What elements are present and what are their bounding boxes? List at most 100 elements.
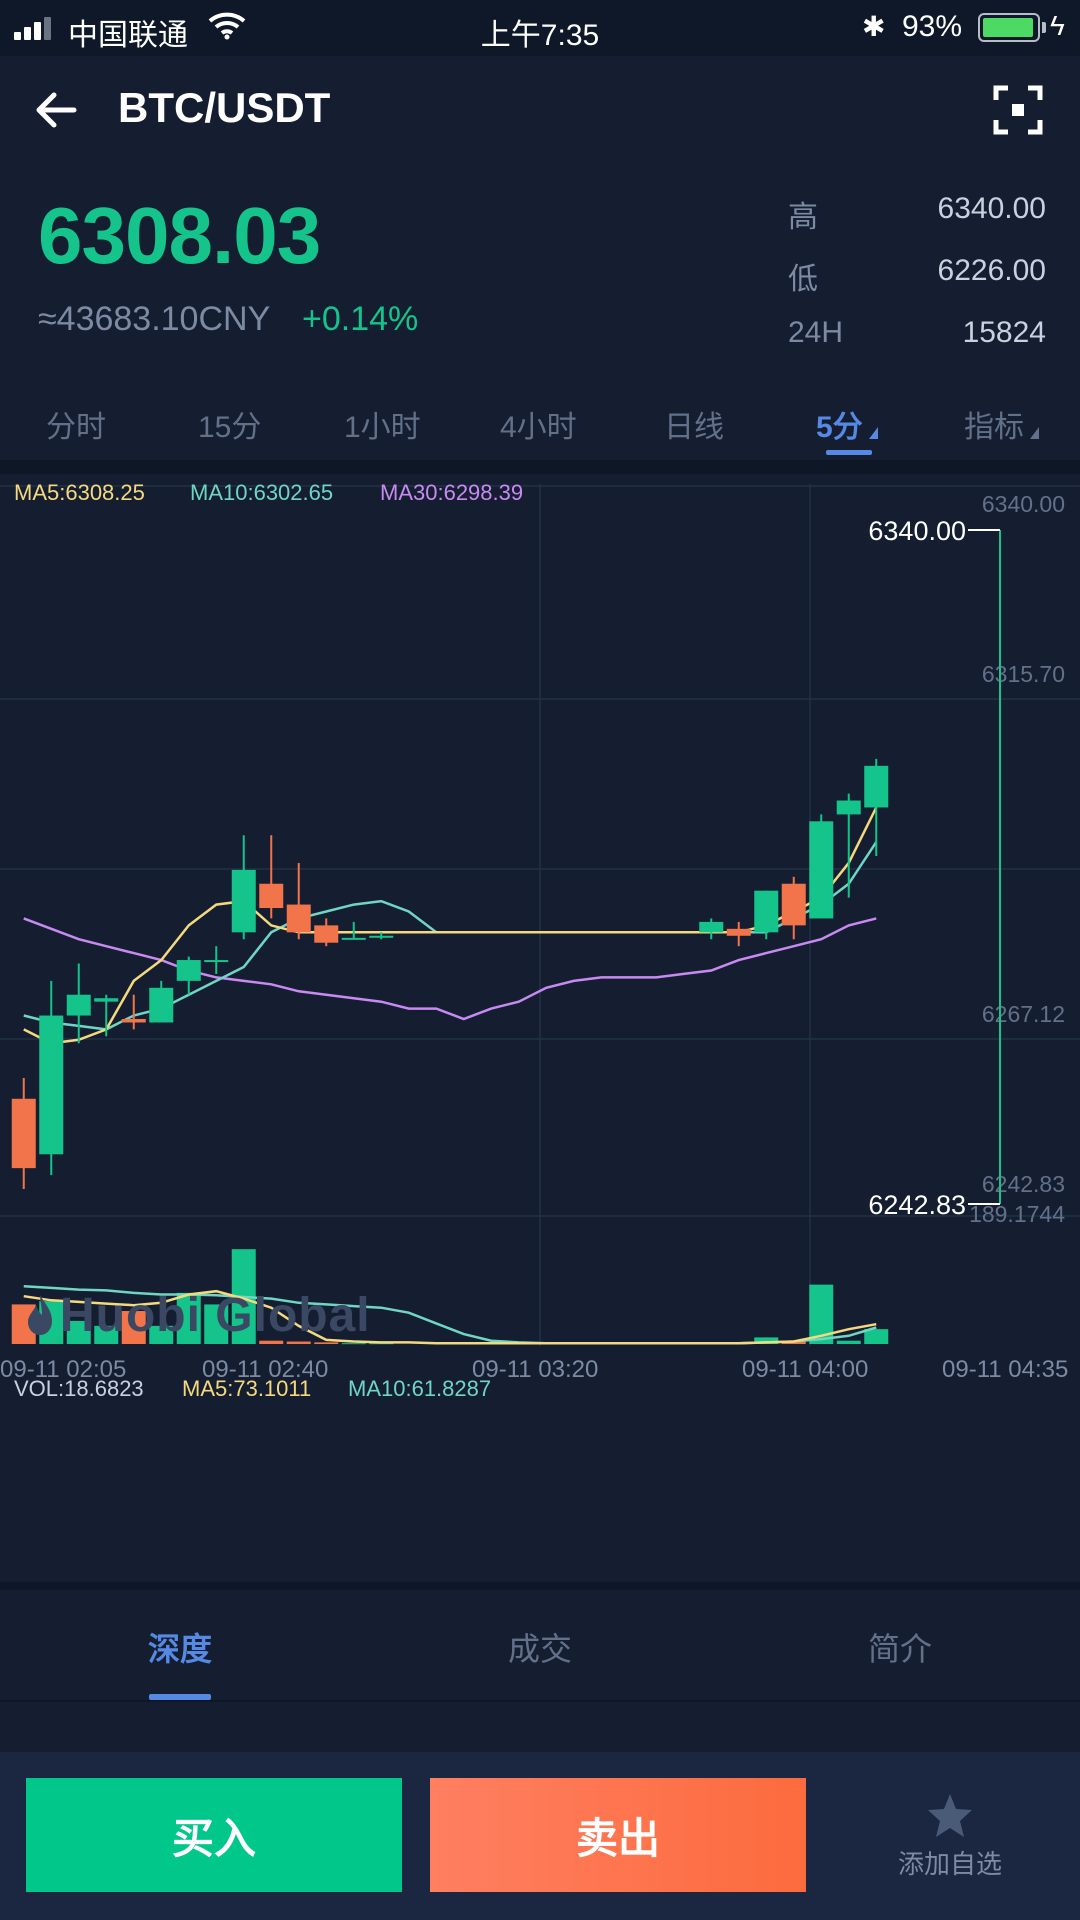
max-price-marker: 6340.00 bbox=[868, 516, 966, 546]
candle-body bbox=[149, 987, 174, 1023]
huobi-flame-icon bbox=[28, 1295, 52, 1335]
arrow-left-icon[interactable] bbox=[30, 80, 90, 140]
tab-label: 简介 bbox=[867, 1631, 932, 1667]
tab-label: 5分 bbox=[816, 411, 863, 444]
add-favorite-label: 添加自选 bbox=[897, 1849, 1002, 1879]
tab-depth[interactable]: 深度 bbox=[80, 1624, 280, 1670]
candle-body bbox=[39, 1015, 64, 1155]
legend-vol-ma5: MA5:73.1011 bbox=[182, 1376, 312, 1401]
volume-bar bbox=[259, 1340, 284, 1344]
x-time-label: 09-11 02:40 bbox=[202, 1356, 328, 1383]
tab-label: 分时 bbox=[46, 411, 106, 444]
x-time-label: 09-11 03:20 bbox=[472, 1356, 598, 1383]
kline-chart[interactable]: 6340.00 6315.70 6267.12 6242.83 189.1744 634… bbox=[0, 474, 1080, 1582]
candle-body bbox=[754, 890, 779, 933]
tab-1hour[interactable]: 1小时 bbox=[344, 402, 421, 446]
candle-body bbox=[94, 998, 119, 1002]
battery-icon bbox=[978, 13, 1040, 42]
dropdown-triangle-icon bbox=[1030, 427, 1039, 439]
candle-body bbox=[286, 904, 311, 933]
tab-daily[interactable]: 日线 bbox=[664, 402, 724, 446]
battery-cap bbox=[1042, 22, 1046, 33]
active-tab-indicator bbox=[826, 450, 872, 455]
legend-vol-ma10: MA10:61.8287 bbox=[348, 1376, 492, 1401]
stat-high-value: 6340.00 bbox=[937, 192, 1046, 225]
battery-percent: 93% bbox=[902, 10, 963, 43]
bluetooth-icon: ✱ bbox=[862, 11, 886, 42]
volume-bar bbox=[94, 1325, 119, 1344]
tab-label: 4小时 bbox=[500, 411, 577, 444]
watermark-text: Huobi Global bbox=[60, 1289, 371, 1342]
candle-body bbox=[809, 821, 834, 919]
volume-bar bbox=[66, 1320, 91, 1344]
x-time-label: 09-11 04:35 bbox=[942, 1356, 1068, 1383]
pair-title: BTC/USDT bbox=[118, 84, 331, 131]
tab-4hour[interactable]: 4小时 bbox=[500, 402, 577, 446]
volume-axis-label: 189.1744 bbox=[969, 1201, 1065, 1227]
signal-icon bbox=[14, 16, 64, 40]
add-favorite-button[interactable]: 添加自选 bbox=[870, 1792, 1030, 1892]
tab-15min[interactable]: 15分 bbox=[198, 402, 261, 446]
candle-body bbox=[369, 935, 394, 938]
tab-label: 成交 bbox=[507, 1631, 572, 1667]
last-price: 6308.03 bbox=[38, 191, 321, 280]
carrier-name: 中国联通 bbox=[68, 19, 188, 52]
kline-chart-svg[interactable]: 6340.00 6315.70 6267.12 6242.83 189.1744 634… bbox=[0, 474, 1080, 1582]
buy-button[interactable]: 买入 bbox=[26, 1778, 402, 1892]
tab-label: 日线 bbox=[664, 411, 724, 444]
y-tick-label: 6242.83 bbox=[982, 1171, 1065, 1197]
candle-body bbox=[121, 1019, 146, 1023]
volume-bar bbox=[341, 1343, 366, 1345]
candle-body bbox=[836, 800, 861, 815]
watermark: Huobi Global bbox=[26, 1288, 371, 1343]
status-bar: 中国联通 上午7:35 ✱ 93% ϟ bbox=[0, 0, 1080, 56]
sell-button[interactable]: 卖出 bbox=[430, 1778, 806, 1892]
legend-ma5: MA5:6308.25 bbox=[14, 480, 145, 505]
candle-body bbox=[259, 883, 284, 909]
volume-bar bbox=[121, 1311, 146, 1344]
divider bbox=[0, 460, 1080, 474]
price-cny: ≈43683.10CNY bbox=[38, 300, 271, 338]
active-tab-indicator bbox=[149, 1694, 211, 1700]
candle-body bbox=[699, 921, 724, 933]
x-time-label: 09-11 04:00 bbox=[742, 1356, 868, 1383]
legend-vol: VOL:18.6823 bbox=[14, 1376, 144, 1401]
divider bbox=[0, 1582, 1080, 1590]
tab-5min[interactable]: 5分 bbox=[816, 402, 878, 446]
wifi-icon bbox=[208, 12, 246, 40]
candle-body bbox=[231, 869, 256, 933]
ma30-line bbox=[23, 917, 877, 1021]
candle-body bbox=[314, 925, 339, 943]
volume-bar bbox=[176, 1292, 201, 1344]
y-tick-label: 6340.00 bbox=[982, 491, 1065, 517]
tab-indicators[interactable]: 指标 bbox=[964, 402, 1039, 446]
divider bbox=[0, 1700, 1080, 1702]
tab-label: 15分 bbox=[198, 411, 262, 444]
stat-low-label: 低 bbox=[788, 263, 818, 296]
y-tick-label: 6315.70 bbox=[982, 661, 1065, 687]
tab-intro[interactable]: 简介 bbox=[800, 1624, 1000, 1670]
volume-bar bbox=[314, 1342, 339, 1344]
candle-body bbox=[204, 960, 229, 963]
tab-label: 深度 bbox=[147, 1631, 212, 1667]
volume-bar bbox=[369, 1343, 394, 1345]
tab-label: 1小时 bbox=[344, 411, 421, 444]
dropdown-triangle-icon bbox=[868, 427, 878, 439]
tab-time-share[interactable]: 分时 bbox=[46, 402, 106, 446]
legend-ma30: MA30:6298.39 bbox=[380, 480, 524, 505]
volume-bar bbox=[864, 1329, 889, 1344]
x-time-label: 09-11 02:05 bbox=[0, 1356, 126, 1383]
charging-icon: ϟ bbox=[1050, 10, 1065, 41]
candle-body bbox=[66, 994, 91, 1016]
volume-bar bbox=[149, 1325, 174, 1344]
vol-ma5-line bbox=[23, 1289, 877, 1345]
fullscreen-icon[interactable] bbox=[990, 82, 1046, 138]
price-change: +0.14% bbox=[302, 300, 419, 338]
y-tick-label: 6267.12 bbox=[982, 1001, 1065, 1027]
legend-ma10: MA10:6302.65 bbox=[190, 480, 334, 505]
tab-trades[interactable]: 成交 bbox=[440, 1624, 640, 1670]
info-tabs: 深度 成交 简介 bbox=[0, 1590, 1080, 1700]
x-axis-band bbox=[0, 1346, 1080, 1386]
candle-body bbox=[11, 1098, 36, 1169]
candle-body bbox=[864, 765, 889, 808]
